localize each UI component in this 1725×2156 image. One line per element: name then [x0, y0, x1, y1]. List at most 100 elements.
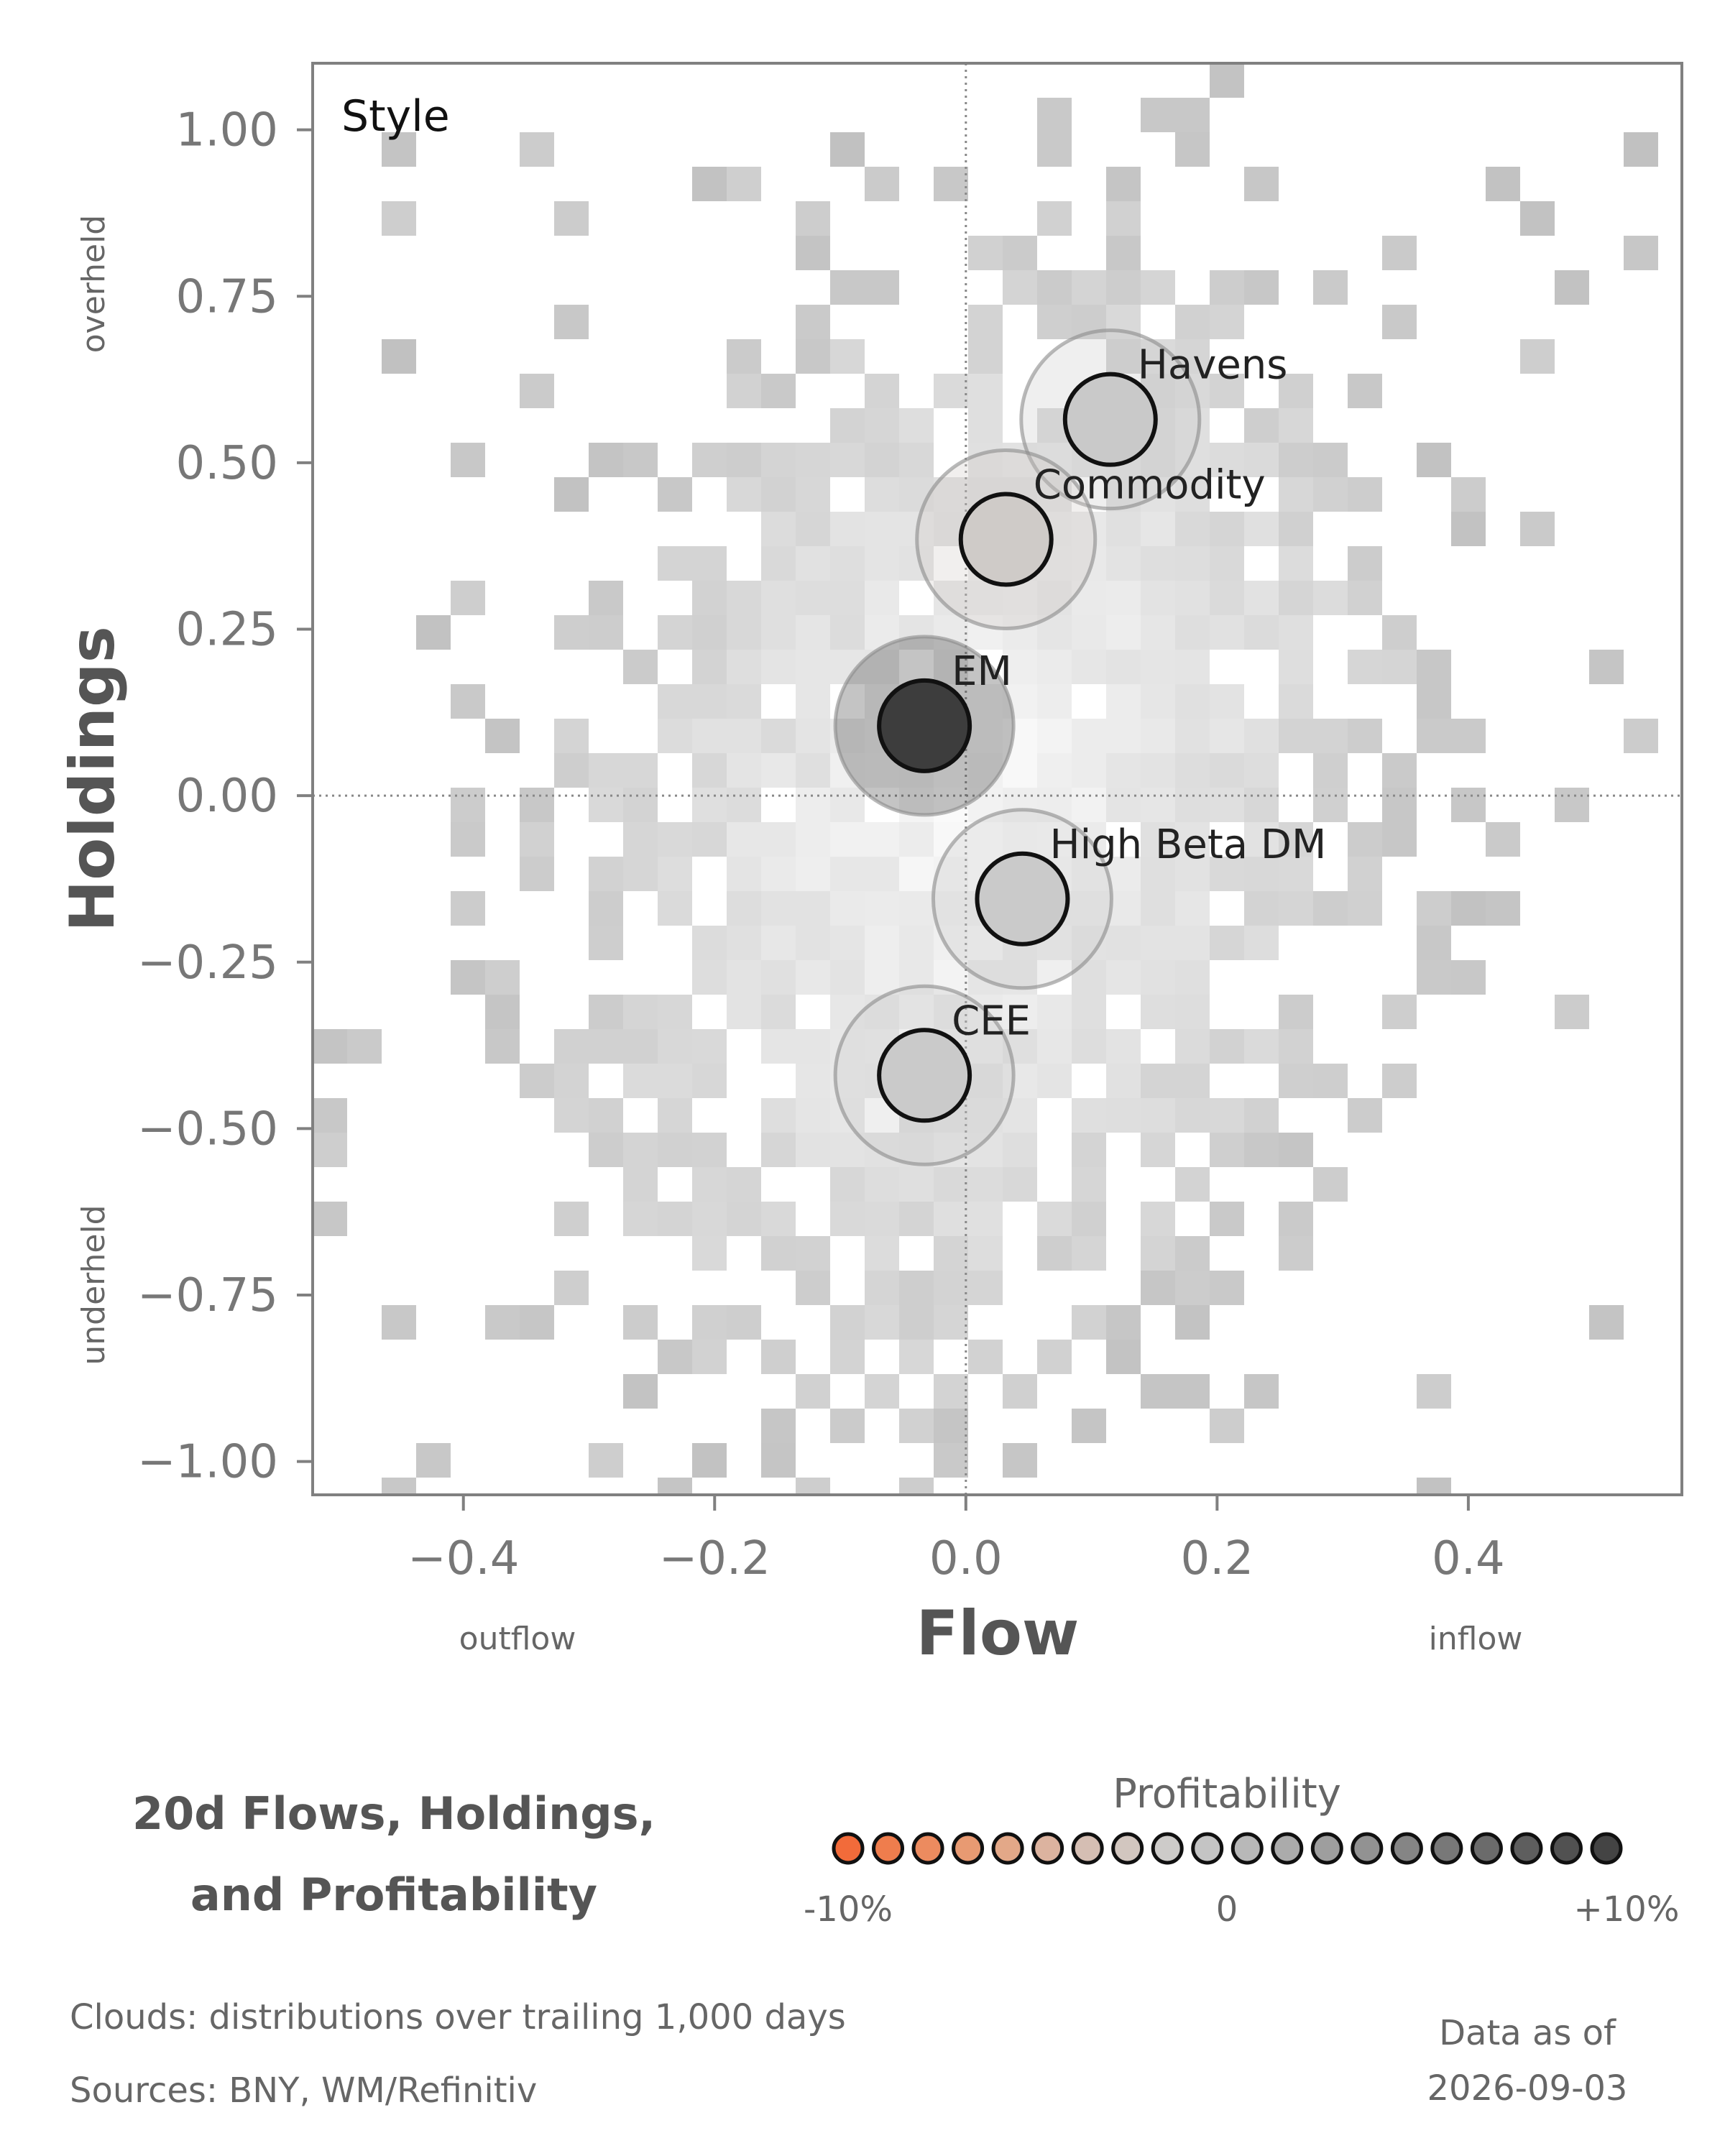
cloud-cell: [899, 443, 934, 477]
cloud-cell: [1072, 891, 1106, 926]
legend-swatch: [1191, 1832, 1224, 1865]
cloud-cell: [830, 443, 865, 477]
cloud-cell: [796, 753, 830, 788]
cloud-cell: [1279, 1202, 1313, 1236]
cloud-cell: [658, 684, 692, 719]
cloud-cell: [485, 719, 520, 753]
cloud-cell: [1141, 1374, 1175, 1409]
cloud-cell: [830, 615, 865, 650]
plot-frame: [311, 62, 1683, 1496]
cloud-cell: [1072, 270, 1106, 305]
cloud-cell: [520, 857, 554, 891]
cloud-cell: [727, 753, 761, 788]
cloud-cell: [865, 1305, 899, 1340]
footer-data-as-of-date: 2026-09-03: [1427, 2068, 1628, 2109]
cloud-cell: [1417, 926, 1451, 960]
cloud-cell: [1106, 339, 1141, 374]
cloud-cell: [451, 960, 485, 995]
cloud-cell: [1279, 822, 1313, 857]
cloud-cell: [968, 581, 1003, 615]
cloud-cell: [1175, 822, 1210, 857]
cloud-cell: [1037, 1236, 1072, 1271]
y-tick-label: −1.00: [137, 1436, 278, 1489]
legend-swatch: [1351, 1832, 1384, 1865]
cloud-cell: [1175, 374, 1210, 408]
cloud-cell: [1417, 960, 1451, 995]
cloud-cell: [796, 1236, 830, 1271]
cloud-cell: [1037, 1029, 1072, 1064]
y-tick-label: 0.25: [176, 604, 279, 657]
cloud-cell: [554, 753, 589, 788]
cloud-cell: [1175, 891, 1210, 926]
cloud-cell: [1555, 788, 1589, 822]
point-havens: Havens: [1019, 328, 1287, 511]
cloud-cell: [761, 1098, 796, 1133]
cloud-cell: [451, 443, 485, 477]
cloud-cell: [658, 1202, 692, 1236]
cloud-cell: [1451, 719, 1486, 753]
cloud-cell: [1175, 1374, 1210, 1409]
cloud-cell: [623, 443, 658, 477]
cloud-cell: [1279, 995, 1313, 1029]
cloud-cell: [1072, 1236, 1106, 1271]
cloud-cell: [865, 926, 899, 960]
cloud-cell: [1382, 236, 1417, 270]
cloud-cell: [796, 1064, 830, 1098]
cloud-cell: [1141, 512, 1175, 546]
point-commodity: Commodity: [915, 448, 1266, 630]
cloud-cell: [1417, 1374, 1451, 1409]
cloud-cell: [1175, 753, 1210, 788]
cloud-cell: [1175, 857, 1210, 891]
cloud-cell: [968, 1029, 1003, 1064]
cloud-cell: [727, 650, 761, 684]
cloud-cell: [796, 650, 830, 684]
cloud-cell: [1279, 1133, 1313, 1167]
cloud-cell: [1175, 1305, 1210, 1340]
cloud-cell: [1348, 857, 1382, 891]
cloud-cell: [1141, 581, 1175, 615]
cloud-cell: [727, 1305, 761, 1340]
cloud-cell: [1417, 719, 1451, 753]
cloud-cell: [451, 581, 485, 615]
cloud-cell: [1106, 650, 1141, 684]
cloud-cell: [1141, 960, 1175, 995]
cloud-cell: [1106, 1098, 1141, 1133]
cloud-cell: [1624, 719, 1658, 753]
cloud-cell: [934, 1443, 968, 1478]
cloud-cell: [1141, 1236, 1175, 1271]
cloud-cell: [1486, 891, 1520, 926]
legend-swatch: [1510, 1832, 1543, 1865]
cloud-cell: [520, 1305, 554, 1340]
cloud-cell: [1037, 1064, 1072, 1098]
footer-sources-note: Sources: BNY, WM/Refinitiv: [70, 2070, 537, 2111]
cloud-cell: [727, 1202, 761, 1236]
cloud-cell: [1106, 1340, 1141, 1374]
cloud-cell: [692, 822, 727, 857]
cloud-cell: [1279, 408, 1313, 443]
cloud-cell: [1175, 512, 1210, 546]
cloud-cell: [485, 1029, 520, 1064]
cloud-cell: [589, 1098, 623, 1133]
cloud-cell: [1348, 891, 1382, 926]
cloud-cell: [796, 615, 830, 650]
cloud-cell: [1210, 581, 1244, 615]
cloud-cell: [1141, 546, 1175, 581]
cloud-cell: [589, 443, 623, 477]
cloud-cell: [761, 926, 796, 960]
cloud-cell: [1210, 753, 1244, 788]
cloud-cell: [692, 1340, 727, 1374]
cloud-cell: [934, 1374, 968, 1409]
cloud-cell: [1589, 1305, 1624, 1340]
cloud-cell: [589, 788, 623, 822]
cloud-cell: [968, 960, 1003, 995]
cloud-cell: [554, 305, 589, 339]
cloud-cell: [1003, 1167, 1037, 1202]
cloud-cell: [1072, 857, 1106, 891]
cloud-cell: [865, 1271, 899, 1305]
cloud-cell: [1348, 581, 1382, 615]
cloud-cell: [796, 581, 830, 615]
cloud-cell: [1141, 788, 1175, 822]
cloud-cell: [865, 443, 899, 477]
x-axis-title: Flow: [916, 1598, 1080, 1669]
